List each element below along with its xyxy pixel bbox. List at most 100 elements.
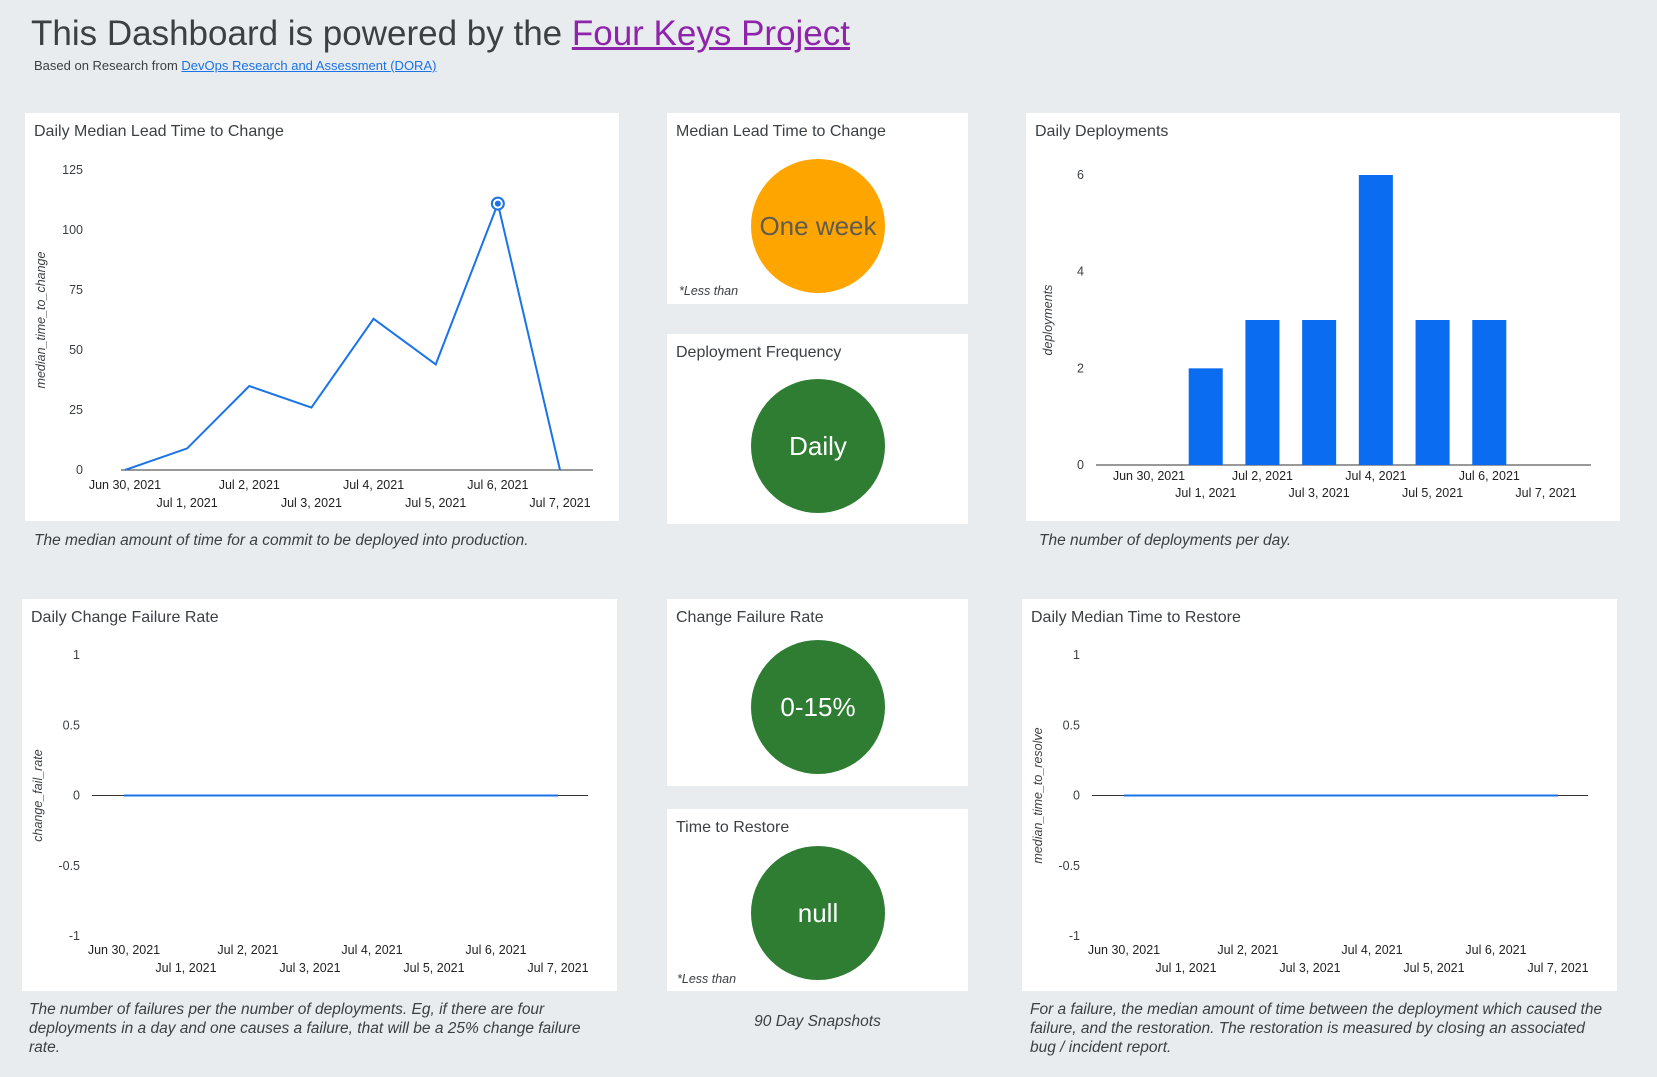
x-tick-label: Jul 5, 2021	[1403, 961, 1464, 975]
x-tick-label: Jun 30, 2021	[89, 478, 161, 492]
restore-kpi-card: Time to Restore null *Less than	[667, 809, 968, 991]
deployments-chart-card: Daily Deployments 0 2 4 6 deployments Jun 30,…	[1026, 113, 1620, 521]
x-tick-label: Jul 5, 2021	[403, 961, 464, 975]
x-tick-label: Jul 4, 2021	[343, 478, 404, 492]
card-title: Median Lead Time to Change	[676, 123, 886, 140]
lead-time-badge: One week	[751, 159, 885, 293]
restore-chart-card: Daily Median Time to Restore -1 -0.5 0 0.5 1…	[1022, 599, 1617, 991]
x-tick-label: Jul 6, 2021	[1465, 943, 1526, 957]
bar	[1302, 320, 1337, 465]
x-tick-label: Jul 3, 2021	[1279, 961, 1340, 975]
card-title: Daily Change Failure Rate	[31, 609, 219, 626]
card-title: Daily Deployments	[1035, 123, 1169, 140]
bar	[1415, 320, 1450, 465]
y-axis-label: deployments	[1041, 285, 1055, 356]
restore-line-chart[interactable]: -1 -0.5 0 0.5 1 median_time_to_resolve Jun 30,…	[1022, 599, 1617, 991]
y-tick-label: -0.5	[1058, 859, 1080, 873]
x-tick-label: Jul 6, 2021	[467, 478, 528, 492]
x-tick-label: Jun 30, 2021	[1113, 469, 1185, 483]
y-tick-label: 0	[1077, 458, 1084, 472]
x-tick-label: Jul 6, 2021	[1459, 469, 1520, 483]
four-keys-link[interactable]: Four Keys Project	[571, 14, 850, 53]
deploy-frequency-kpi-card: Deployment Frequency Daily	[667, 334, 968, 524]
x-tick-label: Jul 4, 2021	[1345, 469, 1406, 483]
y-tick-label: 25	[69, 403, 83, 417]
highlight-point-dot	[494, 200, 501, 207]
x-tick-label: Jul 1, 2021	[1155, 961, 1216, 975]
bar	[1245, 320, 1280, 465]
cfr-chart-card: Daily Change Failure Rate -1 -0.5 0 0.5 1 cha…	[22, 599, 617, 991]
title-prefix: This Dashboard is powered by the	[31, 14, 572, 53]
x-tick-label: Jul 5, 2021	[1402, 486, 1463, 500]
x-tick-label: Jul 4, 2021	[341, 943, 402, 957]
bar	[1472, 320, 1507, 465]
x-tick-label: Jul 2, 2021	[1232, 469, 1293, 483]
x-tick-label: Jul 5, 2021	[405, 496, 466, 510]
subtitle-prefix: Based on Research from	[34, 58, 182, 73]
x-tick-label: Jul 3, 2021	[1289, 486, 1350, 500]
y-tick-label: 1	[73, 648, 80, 662]
cfr-kpi-card: Change Failure Rate 0-15%	[667, 599, 968, 786]
page-subtitle: Based on Research from DevOps Research a…	[34, 58, 436, 73]
less-than-note: *Less than	[679, 284, 739, 298]
y-tick-label: 0.5	[63, 718, 80, 732]
bar	[1188, 368, 1223, 465]
x-tick-label: Jul 4, 2021	[1341, 943, 1402, 957]
card-title: Daily Median Lead Time to Change	[34, 123, 284, 140]
x-tick-label: Jun 30, 2021	[1088, 943, 1160, 957]
card-title: Time to Restore	[676, 819, 790, 836]
x-tick-label: Jul 2, 2021	[1217, 943, 1278, 957]
y-tick-label: 125	[62, 163, 83, 177]
deployments-caption: The number of deployments per day.	[1039, 532, 1292, 549]
x-tick-label: Jul 1, 2021	[157, 496, 218, 510]
x-tick-label: Jul 1, 2021	[155, 961, 216, 975]
y-axis-label: median_time_to_change	[34, 252, 48, 389]
x-tick-label: Jul 7, 2021	[1515, 486, 1576, 500]
y-axis-label: change_fail_rate	[31, 749, 45, 841]
x-tick-label: Jul 2, 2021	[219, 478, 280, 492]
y-tick-label: -1	[1069, 929, 1080, 943]
cfr-line-chart[interactable]: -1 -0.5 0 0.5 1 change_fail_rate Jun 30, 2021 J…	[22, 599, 617, 991]
x-tick-label: Jul 1, 2021	[1175, 486, 1236, 500]
y-tick-label: 75	[69, 283, 83, 297]
cfr-badge: 0-15%	[751, 640, 885, 774]
card-title: Daily Median Time to Restore	[1031, 609, 1241, 626]
less-than-note: *Less than	[677, 972, 737, 986]
y-tick-label: 0	[1073, 789, 1080, 803]
x-tick-label: Jul 6, 2021	[465, 943, 526, 957]
x-tick-label: Jul 7, 2021	[527, 961, 588, 975]
series-line	[124, 200, 561, 471]
lead-time-line-chart[interactable]: 0 25 50 75 100 125 median_time_to_change Jun 30…	[25, 113, 619, 521]
lead-time-kpi-card: Median Lead Time to Change One week *Les…	[667, 113, 968, 304]
y-tick-label: 1	[1073, 648, 1080, 662]
card-title: Deployment Frequency	[676, 344, 842, 361]
x-tick-label: Jul 3, 2021	[281, 496, 342, 510]
x-tick-label: Jul 7, 2021	[1527, 961, 1588, 975]
lead-time-chart-card: Daily Median Lead Time to Change 0 25 50 75…	[25, 113, 619, 521]
x-tick-label: Jul 2, 2021	[217, 943, 278, 957]
y-axis-label: median_time_to_resolve	[1031, 727, 1045, 863]
y-tick-label: -0.5	[58, 859, 80, 873]
y-tick-label: 0	[76, 463, 83, 477]
x-tick-label: Jul 3, 2021	[279, 961, 340, 975]
y-tick-label: 0.5	[1063, 718, 1080, 732]
x-tick-label: Jun 30, 2021	[88, 943, 160, 957]
lead-time-caption: The median amount of time for a commit t…	[34, 532, 529, 549]
x-tick-label: Jul 7, 2021	[529, 496, 590, 510]
y-tick-label: 6	[1077, 168, 1084, 182]
card-title: Change Failure Rate	[676, 609, 824, 626]
y-tick-label: 4	[1077, 265, 1084, 279]
deployments-bar-chart[interactable]: 0 2 4 6 deployments Jun 30, 2021 Jul 1, 2021 Ju…	[1026, 113, 1620, 521]
restore-badge: null	[751, 846, 885, 980]
y-tick-label: 0	[73, 789, 80, 803]
snapshot-footer: 90 Day Snapshots	[754, 1013, 881, 1030]
bar	[1358, 175, 1393, 465]
y-tick-label: 100	[62, 223, 83, 237]
y-tick-label: 50	[69, 343, 83, 357]
cfr-caption: The number of failures per the number of…	[29, 1001, 581, 1056]
deploy-frequency-badge: Daily	[751, 379, 885, 513]
restore-caption: For a failure, the median amount of time…	[1030, 1001, 1603, 1056]
dora-link[interactable]: DevOps Research and Assessment (DORA)	[181, 58, 437, 73]
page-title: This Dashboard is powered by the Four Ke…	[31, 14, 850, 54]
